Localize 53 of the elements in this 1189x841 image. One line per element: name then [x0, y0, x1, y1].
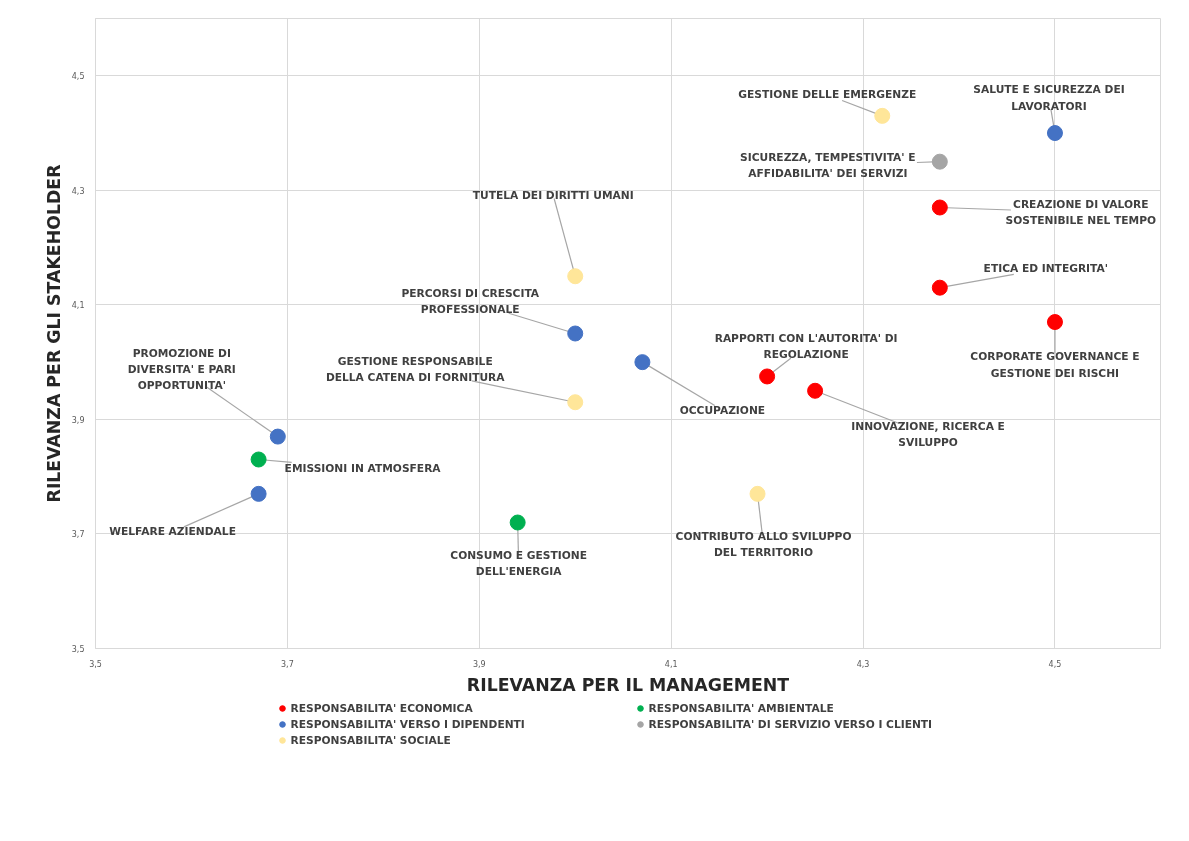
- point: [269, 428, 286, 445]
- point: [567, 394, 584, 411]
- y-tick-label: 3,9: [71, 415, 85, 425]
- point: [759, 368, 776, 385]
- legend-label: RESPONSABILITA' ECONOMICA: [290, 701, 474, 715]
- legend-label: RESPONSABILITA' DI SERVIZIO VERSO I CLIENTI: [648, 717, 934, 731]
- point: [931, 279, 948, 296]
- point: [509, 514, 526, 531]
- annotation: GESTIONE RESPONSABILE DELLA CATENA DI FORNITURA: [325, 354, 506, 384]
- y-tick-label: 4,5: [71, 72, 85, 82]
- point: [250, 485, 267, 502]
- annotation: WELFARE AZIENDALE: [109, 525, 236, 539]
- x-tick-label: 4,1: [664, 659, 678, 669]
- annotation: CONTRIBUTO ALLO SVILUPPO DEL TERRITORIO: [675, 530, 852, 560]
- point: [634, 354, 651, 371]
- x-tick-label: 3,5: [89, 659, 102, 669]
- point: [567, 268, 584, 285]
- point: [1046, 125, 1063, 142]
- annotation: PERCORSI DI CRESCITA PROFESSIONALE: [401, 286, 540, 317]
- annotation: PROMOZIONE DI DIVERSITA' E PARI OPPORTUNITA': [127, 346, 236, 393]
- y-axis-title: RILEVANZA PER GLI STAKEHOLDER: [43, 164, 64, 503]
- point: [874, 107, 891, 124]
- point: [749, 485, 766, 502]
- legend-label: RESPONSABILITA' AMBIENTALE: [648, 701, 835, 715]
- y-tick-label: 3,5: [71, 645, 85, 654]
- x-axis-title: RILEVANZA PER IL MANAGEMENT: [466, 674, 790, 695]
- legend-label: RESPONSABILITA' SOCIALE: [290, 733, 452, 747]
- y-tick-label: 3,7: [71, 530, 85, 540]
- point: [931, 153, 948, 170]
- annotation: CORPORATE GOVERNANCE E GESTIONE DEI RISCHI: [970, 350, 1140, 380]
- y-tick-label: 4,1: [71, 301, 85, 311]
- annotation: EMISSIONI IN ATMOSFERA: [284, 462, 442, 475]
- annotation: CREAZIONE DI VALORE SOSTENIBILE NEL TEMPO: [1005, 197, 1157, 228]
- legend-label: RESPONSABILITA' VERSO I DIPENDENTI: [290, 717, 526, 731]
- point: [567, 325, 584, 342]
- x-tick-label: 3,7: [281, 659, 294, 669]
- annotation: SICUREZZA, TEMPESTIVITA' E AFFIDABILITA' DEI SERVIZI: [740, 151, 916, 181]
- y-tick-label: 4,3: [71, 186, 85, 196]
- point: [250, 451, 267, 468]
- annotation: GESTIONE DELLE EMERGENZE: [738, 88, 917, 102]
- annotation: ETICA ED INTEGRITA': [983, 262, 1109, 276]
- x-tick-label: 3,9: [472, 659, 486, 669]
- annotation: SALUTE E SICUREZZA DEI LAVORATORI: [973, 83, 1125, 113]
- annotation: RAPPORTI CON L'AUTORITA' DI REGOLAZIONE: [714, 331, 898, 362]
- annotation: OCCUPAZIONE: [679, 403, 766, 417]
- point: [1046, 314, 1063, 331]
- point: [931, 199, 948, 216]
- annotation: CONSUMO E GESTIONE DELL'ENERGIA: [450, 548, 588, 579]
- x-tick-label: 4,3: [856, 659, 870, 669]
- annotation: TUTELA DEI DIRITTI UMANI: [472, 188, 634, 202]
- point: [807, 382, 824, 399]
- annotation: INNOVAZIONE, RICERCA E SVILUPPO: [851, 420, 1005, 450]
- x-tick-label: 4,5: [1048, 659, 1062, 669]
